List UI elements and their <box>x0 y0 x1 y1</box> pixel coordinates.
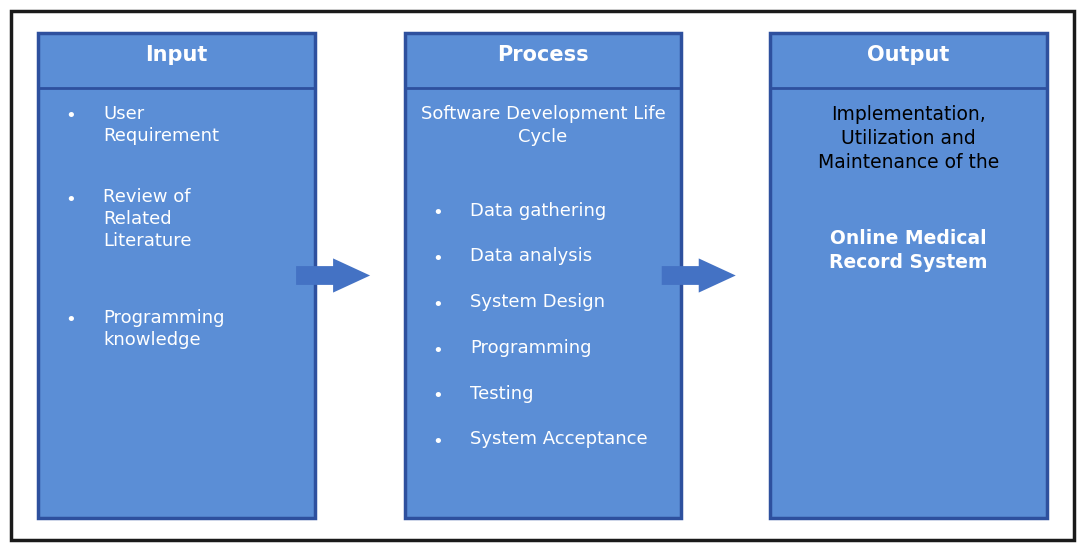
Text: Programming: Programming <box>470 339 591 357</box>
Text: Implementation,
Utilization and
Maintenance of the: Implementation, Utilization and Maintena… <box>818 105 999 172</box>
Text: Programming
knowledge: Programming knowledge <box>103 309 225 349</box>
Text: Online Medical
Record System: Online Medical Record System <box>829 229 988 272</box>
Text: Review of
Related
Literature: Review of Related Literature <box>103 188 192 250</box>
Bar <box>405 33 681 518</box>
Bar <box>770 33 1047 518</box>
Text: System Design: System Design <box>470 293 604 311</box>
Text: •: • <box>432 250 443 268</box>
Text: Testing: Testing <box>470 385 534 403</box>
Text: •: • <box>432 204 443 223</box>
Text: •: • <box>432 342 443 360</box>
Polygon shape <box>296 258 370 293</box>
Text: •: • <box>65 191 76 209</box>
Text: •: • <box>432 387 443 406</box>
Text: •: • <box>432 296 443 314</box>
Text: •: • <box>432 433 443 451</box>
Polygon shape <box>662 258 736 293</box>
Text: Output: Output <box>868 45 949 65</box>
Text: Process: Process <box>497 45 589 65</box>
Text: Software Development Life
Cycle: Software Development Life Cycle <box>421 105 665 145</box>
Text: Data gathering: Data gathering <box>470 202 607 220</box>
Text: Input: Input <box>145 45 207 65</box>
Text: System Acceptance: System Acceptance <box>470 430 648 449</box>
Text: Data analysis: Data analysis <box>470 247 592 266</box>
Text: User
Requirement: User Requirement <box>103 105 219 145</box>
Text: •: • <box>65 311 76 329</box>
Text: •: • <box>65 107 76 126</box>
Bar <box>38 33 315 518</box>
